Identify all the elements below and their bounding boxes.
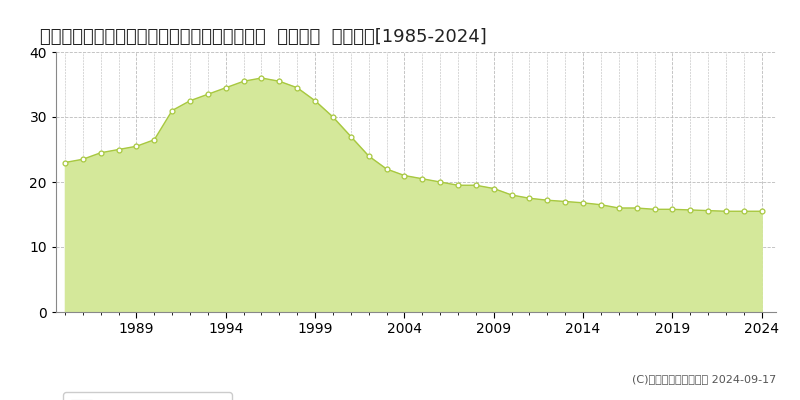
Text: (C)土地価格ドットコム 2024-09-17: (C)土地価格ドットコム 2024-09-17 (632, 374, 776, 384)
Text: 岡山県倉敷市児島下の町１０丁目３８４番３９  地価公示  地価推移[1985-2024]: 岡山県倉敷市児島下の町１０丁目３８４番３９ 地価公示 地価推移[1985-202… (40, 28, 486, 46)
Legend: 地価公示 平均坪単価(万円/坪): 地価公示 平均坪単価(万円/坪) (63, 392, 232, 400)
